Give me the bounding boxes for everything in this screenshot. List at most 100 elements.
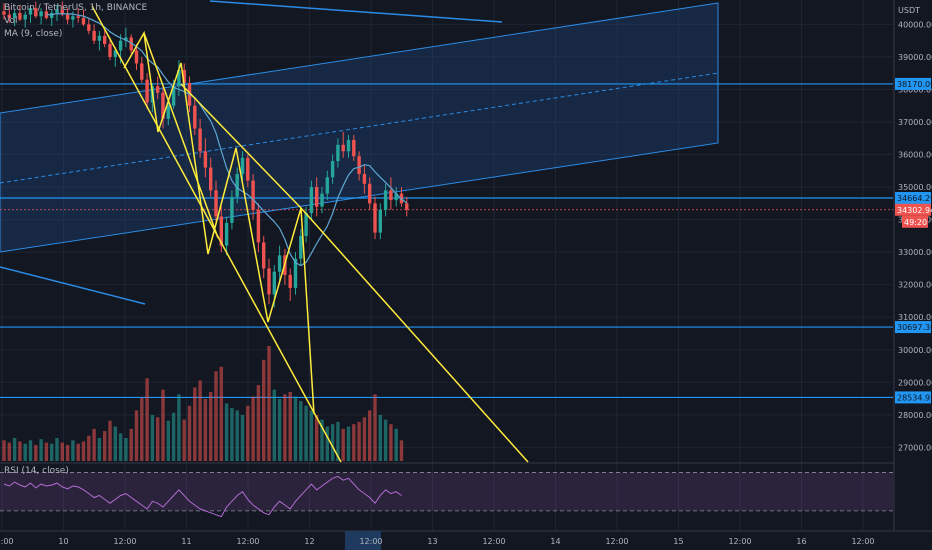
- price-tag-level_2: 34664.29: [897, 194, 932, 203]
- price-tag-level_4: 28534.91: [897, 393, 932, 402]
- candle-body: [140, 63, 144, 80]
- volume-bar: [394, 428, 398, 461]
- candle-body: [97, 35, 102, 41]
- candle-body: [362, 174, 367, 184]
- volume-bar: [187, 405, 192, 461]
- volume-bar: [214, 371, 218, 461]
- volume-bar: [368, 410, 372, 461]
- rsi-legend[interactable]: RSI (14, close): [4, 466, 69, 476]
- volume-bar: [2, 440, 6, 461]
- time-axis-highlight: [345, 531, 381, 550]
- countdown-label: 49:20: [904, 218, 927, 227]
- volume-bar: [145, 378, 149, 461]
- channel-drawing[interactable]: [0, 0, 719, 305]
- yellow-trend-drawings[interactable]: [91, 5, 529, 463]
- candle-body: [262, 242, 266, 269]
- volume-bar: [7, 442, 11, 461]
- rsi-pane: 60.0040.0020.00: [0, 462, 932, 525]
- candle-body: [108, 43, 112, 57]
- time-tick-label: 12:00: [482, 537, 505, 546]
- volume-bar: [304, 405, 308, 461]
- candle-body: [60, 9, 64, 15]
- price-tick-label: 29000.00: [898, 378, 932, 387]
- candle-body: [156, 86, 160, 93]
- candle-body: [240, 157, 245, 175]
- symbol-title[interactable]: Bitcoin / TetherUS, 1h, BINANCE: [4, 3, 148, 13]
- candle-body: [28, 8, 33, 15]
- volume-bar: [262, 359, 266, 461]
- volume-bar: [389, 424, 393, 461]
- candle-body: [251, 180, 255, 210]
- candle-body: [166, 105, 170, 119]
- horizontal-levels[interactable]: [0, 83, 893, 399]
- price-tick-label: 28000.00: [898, 411, 932, 420]
- price-tag-bg: [895, 77, 931, 90]
- price-tick-label: 32000.00: [898, 281, 932, 290]
- candle-body: [193, 105, 197, 129]
- candle-body: [134, 50, 139, 64]
- candle-body: [182, 69, 186, 83]
- volume-bar: [50, 443, 54, 461]
- volume-bar: [341, 428, 345, 461]
- volume-bar: [103, 431, 107, 461]
- rsi-band: [0, 472, 893, 511]
- candle-body: [65, 14, 70, 20]
- volume-bar: [330, 424, 335, 461]
- volume-bar: [283, 394, 287, 461]
- candle-body: [7, 14, 11, 18]
- volume-bar: [177, 394, 181, 461]
- candle-body: [18, 13, 22, 20]
- candle-body: [39, 11, 43, 17]
- candle-body: [394, 193, 398, 201]
- price-axis[interactable]: 40000.00 39000.00 38000.00 37000.00 36000.00…: [893, 0, 932, 550]
- time-tick-label: 12:00: [728, 537, 751, 546]
- time-axis[interactable]: 12:00 10 12:00 11 12:00 12 12:00 13 12:00 14 12:00…: [0, 530, 932, 550]
- time-tick-label: 12:00: [236, 537, 259, 546]
- candle-body: [214, 190, 218, 217]
- volume-bar: [161, 389, 165, 461]
- candle-body: [34, 8, 38, 17]
- candle-body: [2, 11, 6, 15]
- candle-body: [320, 193, 324, 207]
- candle-body: [357, 156, 361, 175]
- time-tick-label: 13: [427, 537, 437, 546]
- candle-body: [267, 268, 271, 295]
- price-tick-label: 38000.00: [898, 85, 932, 94]
- volume-legend[interactable]: Vol: [4, 16, 18, 26]
- volume-bar: [336, 421, 340, 461]
- candle-body: [346, 139, 351, 152]
- volume-bar: [81, 441, 86, 461]
- candle-body: [76, 16, 80, 18]
- ma-legend[interactable]: MA (9, close): [4, 29, 63, 39]
- price-tick-label: 33000.00: [898, 248, 932, 257]
- candle-body: [299, 235, 303, 259]
- volume-bar: [193, 387, 197, 461]
- volume-bar: [309, 410, 314, 461]
- candle-body: [293, 258, 298, 288]
- time-tick-label: 12:00: [605, 537, 628, 546]
- volume-bar: [277, 398, 282, 461]
- volume-bar: [92, 428, 96, 461]
- volume-bar: [108, 420, 112, 461]
- volume-bar: [39, 439, 43, 461]
- volume-bar: [325, 426, 329, 461]
- candle-body: [325, 177, 329, 194]
- countdown-bg: [902, 215, 928, 228]
- volume-bar: [378, 415, 382, 461]
- candle-body: [209, 167, 213, 191]
- price-tag-level_1: 38170.09: [897, 80, 932, 89]
- time-tick-label: 11: [181, 537, 191, 546]
- volume-bar: [113, 426, 117, 461]
- time-axis-bg: [0, 531, 932, 550]
- volume-bar: [352, 424, 356, 461]
- ma-polyline: [46, 13, 408, 267]
- candle-body: [383, 190, 388, 210]
- candle-body: [50, 13, 54, 18]
- volume-bars: [2, 346, 404, 461]
- rsi-line: [3, 475, 402, 518]
- candle-body: [171, 86, 176, 106]
- volume-bar: [12, 438, 17, 461]
- legend: Bitcoin / TetherUS, 1h, BINANCE Vol MA (…: [4, 2, 147, 41]
- candle-body: [230, 196, 234, 223]
